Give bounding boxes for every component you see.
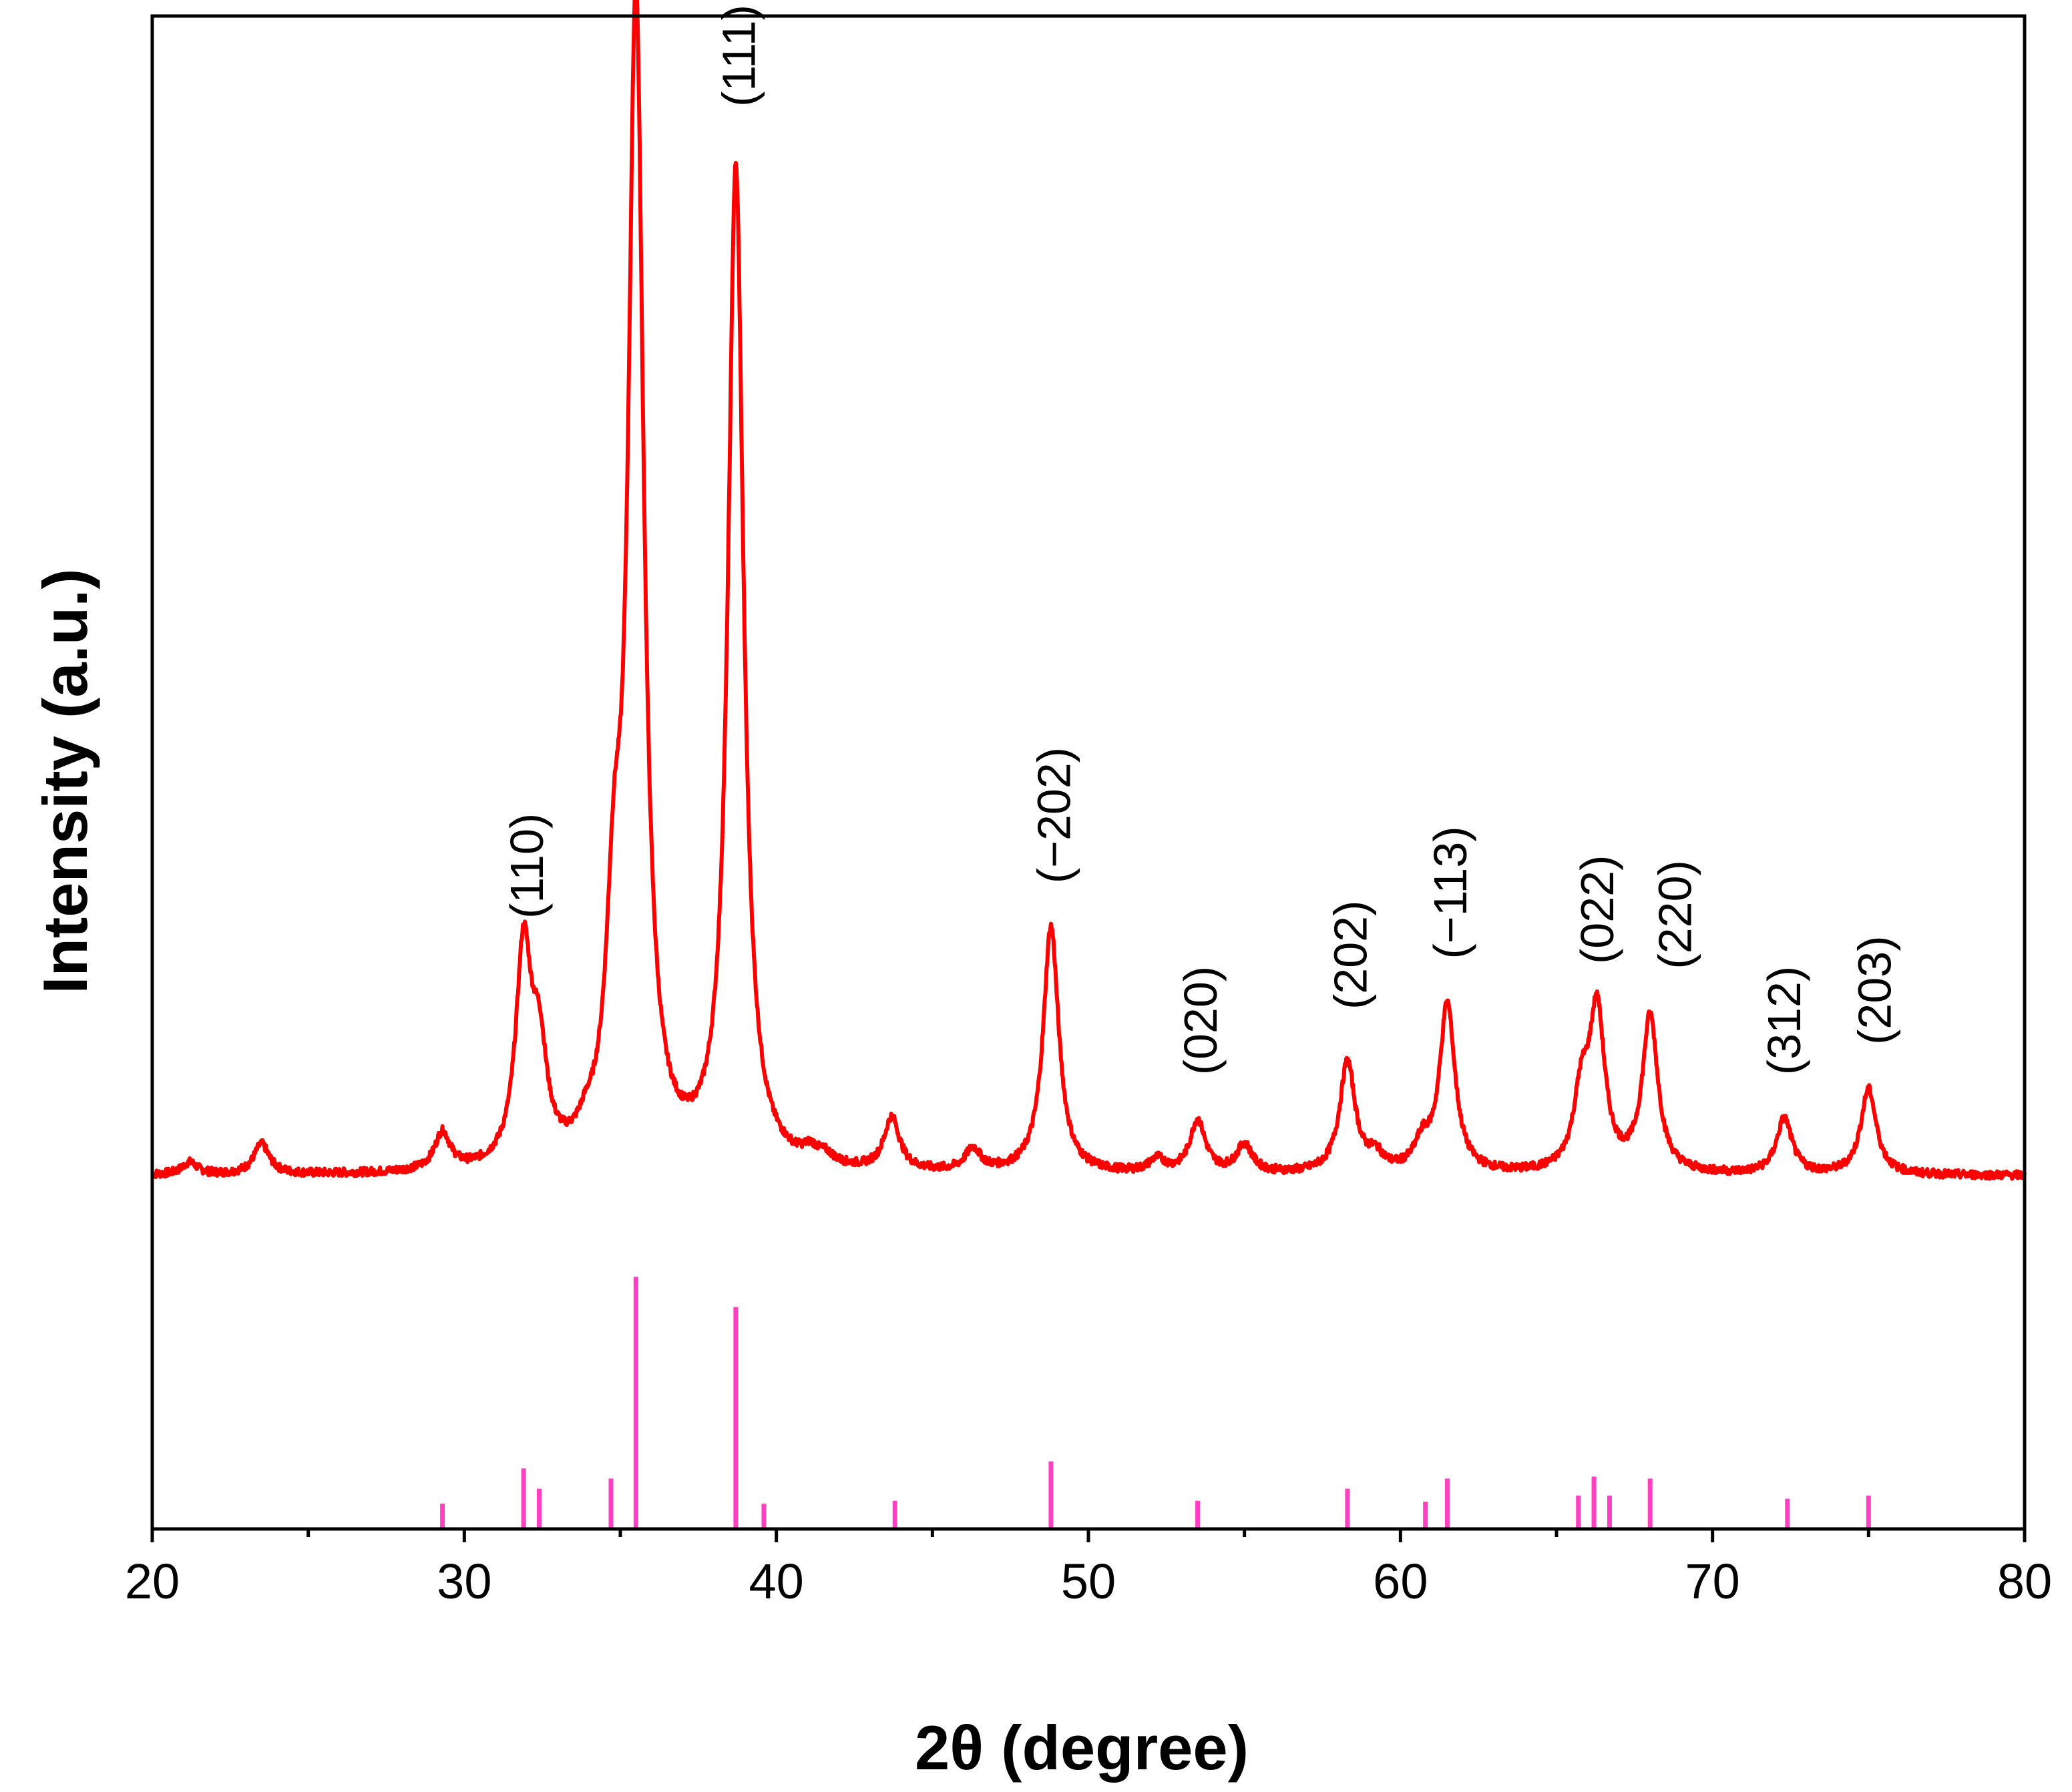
x-tick-label: 70 (1685, 1554, 1740, 1609)
plot-frame (150, 14, 2027, 1531)
xrd-pattern-line (150, 0, 2027, 1181)
y-axis-title: Intensity (a.u.) (30, 568, 100, 993)
peak-label: (−113) (1424, 826, 1476, 959)
x-axis-title: 2θ (degree) (915, 1713, 1249, 1783)
axis-layer: 20 30 40 50 60 70 80 (125, 14, 2052, 1609)
x-tick-label: 20 (125, 1554, 180, 1609)
x-tick-label: 40 (749, 1554, 804, 1609)
peak-label: (203) (1849, 935, 1901, 1044)
peak-label: (110) (501, 813, 553, 919)
peak-label: (202) (1325, 901, 1377, 1010)
peak-label: (111) (713, 5, 765, 107)
x-tick-label: 60 (1373, 1554, 1428, 1609)
peak-label: (020) (1175, 966, 1227, 1075)
peak-label: (220) (1649, 860, 1701, 969)
peak-label: (312) (1758, 966, 1810, 1075)
annotation-layer: (110)(−111)(111)(−202)(020)(202)(−113)(0… (501, 5, 1901, 1075)
x-tick-label: 30 (437, 1554, 491, 1609)
peak-label: (−202) (1028, 747, 1080, 883)
series-layer (150, 0, 2027, 1529)
peak-label: (022) (1571, 855, 1623, 964)
x-tick-label: 50 (1061, 1554, 1116, 1609)
x-tick-label: 80 (1997, 1554, 2052, 1609)
